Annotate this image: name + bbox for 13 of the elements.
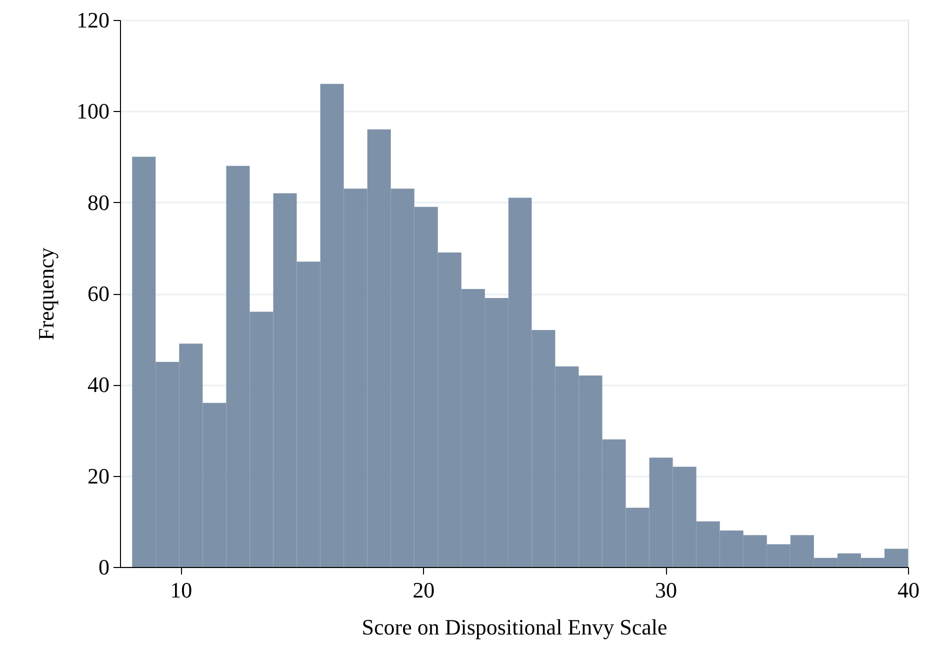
- x-tick-label: 30: [655, 578, 678, 602]
- x-axis-title: Score on Dispositional Envy Scale: [362, 614, 668, 640]
- y-tick-label: 100: [76, 98, 110, 124]
- y-tick-label: 40: [88, 372, 110, 398]
- y-tick-label: 0: [98, 554, 110, 580]
- x-tick-label: 40: [898, 578, 920, 602]
- y-axis-title: Frequency: [34, 248, 58, 340]
- y-tick-label: 80: [88, 190, 110, 215]
- y-tick-label: 20: [88, 463, 110, 488]
- y-tick-label: 120: [76, 8, 110, 32]
- y-tick-label: 60: [88, 281, 110, 306]
- x-tick-label: 20: [412, 578, 435, 602]
- x-tick-label: 10: [170, 578, 192, 602]
